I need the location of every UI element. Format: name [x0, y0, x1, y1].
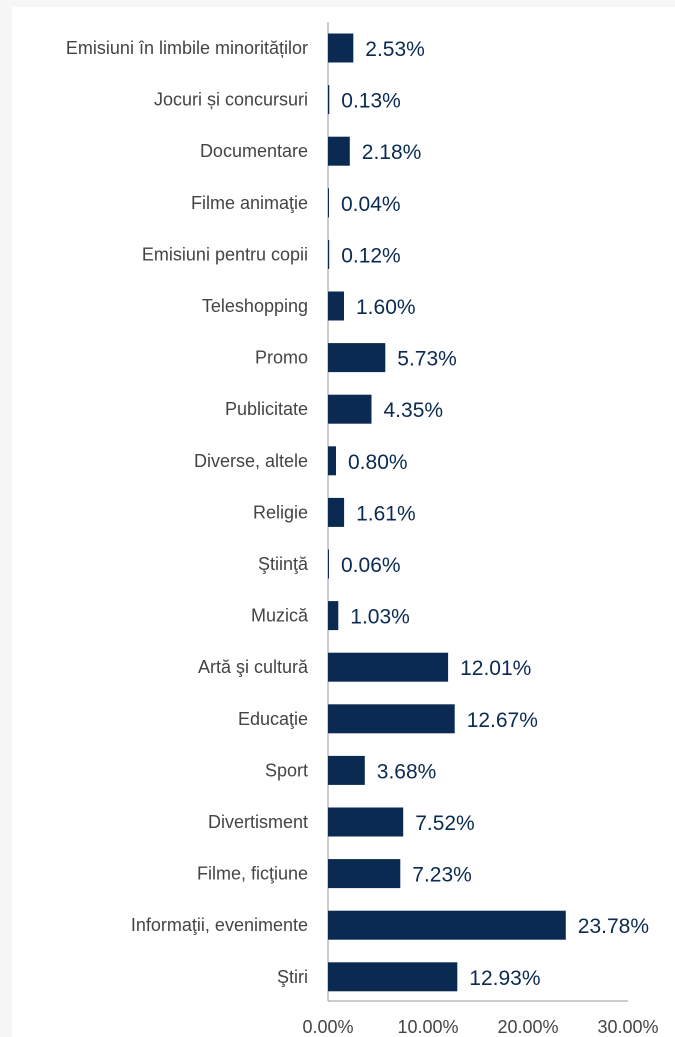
category-label: Emisiuni pentru copii: [142, 244, 308, 264]
value-label: 2.18%: [362, 141, 422, 164]
category-label: Diverse, altele: [194, 451, 308, 471]
category-label: Emisiuni în limbile minorităților: [66, 38, 308, 58]
bar: [328, 343, 386, 373]
bar: [328, 859, 401, 889]
category-label: Artă şi cultură: [198, 657, 309, 677]
bar: [328, 188, 329, 218]
bar: [328, 962, 458, 992]
bar: [328, 394, 372, 424]
bar: [328, 807, 404, 837]
value-label: 7.23%: [412, 864, 472, 887]
category-label: Documentare: [200, 141, 308, 161]
category-label: Filme, ficţiune: [197, 864, 308, 884]
bar: [328, 136, 350, 166]
category-label: Educaţie: [238, 709, 308, 729]
category-label: Religie: [253, 502, 308, 522]
category-label: Jocuri și concursuri: [154, 90, 308, 110]
bar: [328, 239, 330, 269]
bar: [328, 85, 330, 115]
bar: [328, 652, 449, 682]
category-label: Teleshopping: [202, 296, 308, 316]
value-label: 0.80%: [348, 451, 408, 474]
x-tick-label: 20.00%: [497, 1017, 558, 1037]
bar: [328, 291, 344, 321]
value-label: 12.67%: [467, 709, 538, 732]
value-label: 12.93%: [469, 967, 540, 990]
bar: [328, 704, 455, 734]
bar: [328, 33, 354, 63]
bar: [328, 910, 566, 940]
category-label: Ştiinţă: [258, 554, 309, 574]
category-label: Divertisment: [208, 812, 308, 832]
value-label: 0.13%: [341, 90, 401, 113]
bar: [328, 446, 336, 476]
value-label: 5.73%: [397, 348, 457, 371]
value-label: 1.61%: [356, 502, 416, 525]
category-label: Publicitate: [225, 399, 308, 419]
value-label: 2.53%: [365, 38, 425, 61]
value-label: 0.04%: [341, 193, 401, 216]
bar: [328, 601, 339, 631]
category-label: Muzică: [251, 606, 309, 626]
value-label: 1.60%: [356, 296, 416, 319]
value-label: 0.06%: [341, 554, 401, 577]
bar: [328, 549, 329, 579]
value-label: 3.68%: [377, 760, 437, 783]
bar: [328, 497, 345, 527]
x-tick-label: 30.00%: [597, 1017, 658, 1037]
value-label: 4.35%: [384, 399, 444, 422]
category-label: Filme animaţie: [191, 193, 308, 213]
x-tick-label: 10.00%: [397, 1017, 458, 1037]
category-label: Sport: [265, 760, 308, 780]
value-label: 23.78%: [578, 915, 649, 938]
bar: [328, 755, 365, 785]
category-label: Ştiri: [277, 967, 308, 987]
category-label: Promo: [255, 348, 308, 368]
x-tick-label: 0.00%: [302, 1017, 353, 1037]
category-label: Informaţii, evenimente: [131, 915, 308, 935]
value-label: 12.01%: [460, 657, 531, 680]
value-label: 0.12%: [341, 244, 401, 267]
value-label: 1.03%: [350, 606, 410, 629]
value-label: 7.52%: [415, 812, 475, 835]
